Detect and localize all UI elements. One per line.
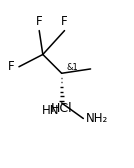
Text: HCl: HCl: [51, 102, 72, 115]
Text: F: F: [61, 15, 68, 28]
Text: &1: &1: [66, 63, 78, 72]
Text: NH₂: NH₂: [86, 112, 109, 125]
Text: F: F: [8, 60, 15, 73]
Text: HN: HN: [42, 104, 59, 117]
Text: F: F: [36, 15, 42, 28]
